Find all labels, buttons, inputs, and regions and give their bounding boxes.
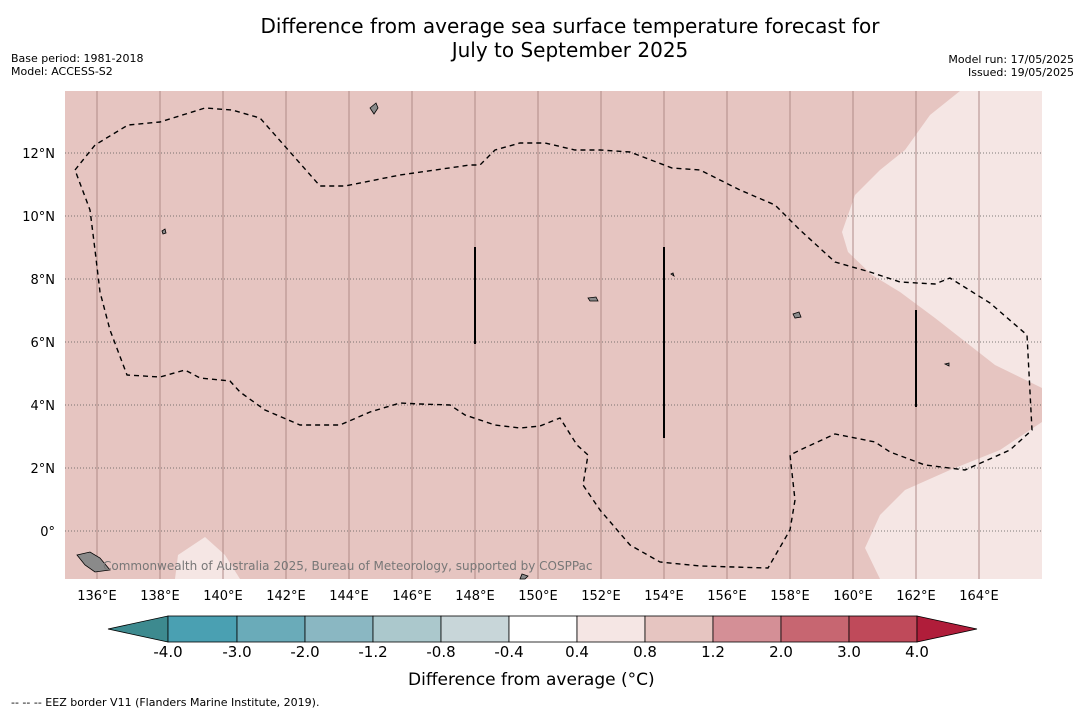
issued-date: Issued: 19/05/2025	[967, 66, 1074, 79]
colorbar-bin	[440, 615, 510, 643]
colorbar-bin	[236, 615, 306, 643]
colorbar-bin	[167, 615, 238, 643]
lon-tick: 158°E	[770, 589, 810, 604]
eez-border	[74, 107, 1033, 569]
chart-title: Difference from average sea surface temp…	[0, 14, 1085, 62]
lon-tick: 160°E	[833, 589, 873, 604]
colorbar-label: -0.4	[494, 643, 524, 661]
lat-tick: 4°N	[31, 399, 56, 414]
lon-tick: 142°E	[266, 589, 306, 604]
eez-solid-segments	[474, 247, 917, 438]
colorbar-label: -2.0	[290, 643, 320, 661]
lon-tick: 148°E	[455, 589, 495, 604]
lat-tick: 6°N	[31, 336, 56, 351]
colorbar-extend-high	[916, 615, 978, 643]
lon-tick: 162°E	[896, 589, 936, 604]
colorbar-label: 0.4	[565, 643, 589, 661]
colorbar-label: 1.2	[701, 643, 725, 661]
colorbar-bin	[712, 615, 782, 643]
ocean-light-region-ne	[842, 91, 1042, 388]
colorbar-label: -4.0	[153, 643, 183, 661]
map-copyright: Commonwealth of Australia 2025, Bureau o…	[103, 559, 593, 573]
model-name: Model: ACCESS-S2	[11, 65, 113, 78]
colorbar-label: -3.0	[222, 643, 252, 661]
colorbar-bin	[508, 615, 578, 643]
lon-tick: 164°E	[959, 589, 999, 604]
lat-tick: 2°N	[31, 462, 56, 477]
title-line-2: July to September 2025	[451, 38, 689, 62]
ocean-light-region-se	[865, 422, 1042, 579]
lon-tick: 150°E	[518, 589, 558, 604]
colorbar-label: 0.8	[633, 643, 657, 661]
lon-tick: 138°E	[140, 589, 180, 604]
lon-tick-labels: 136°E 138°E 140°E 142°E 144°E 146°E 148°…	[77, 589, 999, 604]
lon-tick: 154°E	[644, 589, 684, 604]
model-run: Model run: 17/05/2025	[948, 53, 1074, 66]
lat-tick: 0°	[40, 525, 55, 540]
meta-right: Model run: 17/05/2025 Issued: 19/05/2025	[948, 53, 1074, 79]
colorbar-bin	[372, 615, 442, 643]
islands	[76, 102, 950, 580]
colorbar-bin	[848, 615, 918, 643]
colorbar-bin	[780, 615, 850, 643]
colorbar	[107, 615, 978, 643]
lat-tick-labels: 12°N 10°N 8°N 6°N 4°N 2°N 0°	[22, 147, 55, 540]
lat-tick: 8°N	[31, 273, 56, 288]
colorbar-label: 2.0	[769, 643, 793, 661]
parallel-lines	[65, 152, 1042, 532]
colorbar-bin	[304, 615, 374, 643]
meta-left: Base period: 1981-2018 Model: ACCESS-S2	[11, 52, 143, 78]
title-line-1: Difference from average sea surface temp…	[260, 14, 880, 38]
lon-tick: 152°E	[581, 589, 621, 604]
footnote-eez: -- -- -- EEZ border V11 (Flanders Marine…	[11, 696, 320, 709]
lon-tick: 156°E	[707, 589, 747, 604]
colorbar-label: 4.0	[905, 643, 929, 661]
lat-tick: 12°N	[22, 147, 55, 162]
lon-tick: 146°E	[392, 589, 432, 604]
ocean-light-region-sw	[175, 537, 240, 579]
colorbar-bin	[576, 615, 646, 643]
base-period: Base period: 1981-2018	[11, 52, 144, 65]
map-svg: Commonwealth of Australia 2025, Bureau o…	[22, 91, 1042, 604]
colorbar-label: -1.2	[358, 643, 388, 661]
lon-tick: 136°E	[77, 589, 117, 604]
colorbar-title: Difference from average (°C)	[408, 670, 655, 690]
lat-tick: 10°N	[22, 210, 55, 225]
colorbar-label: 3.0	[837, 643, 861, 661]
lon-tick: 144°E	[329, 589, 369, 604]
colorbar-label: -0.8	[426, 643, 456, 661]
colorbar-bin	[644, 615, 714, 643]
lon-tick: 140°E	[203, 589, 243, 604]
colorbar-extend-low	[107, 615, 169, 643]
